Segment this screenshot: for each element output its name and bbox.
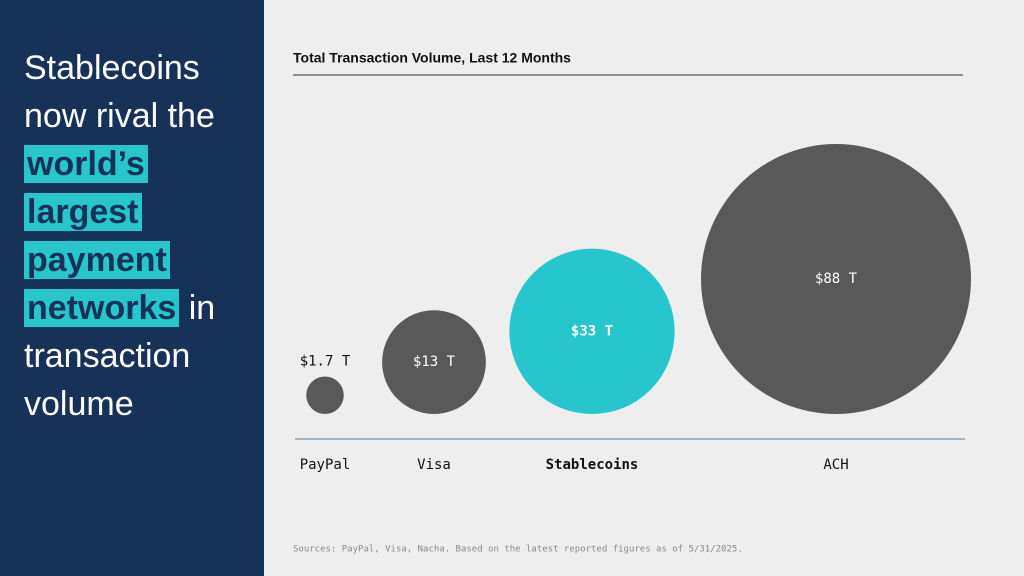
x-tick-label: ACH	[823, 457, 848, 473]
headline-highlight: world’s largest payment networks	[24, 145, 180, 327]
bubble	[509, 248, 675, 414]
x-tick-label: PayPal	[300, 457, 351, 473]
value-label: $13 T	[413, 354, 456, 370]
value-label: $1.7 T	[300, 353, 351, 369]
headline-text: Stablecoins now rival the	[24, 49, 215, 135]
side-panel: Stablecoins now rival the world’s larges…	[0, 0, 264, 576]
bubble	[701, 144, 971, 414]
x-tick-label: Visa	[417, 457, 451, 473]
x-tick-label: Stablecoins	[546, 457, 639, 473]
value-label: $88 T	[815, 271, 858, 287]
bubble	[382, 310, 486, 414]
value-label: $33 T	[571, 323, 613, 339]
headline-text: in transaction volume	[24, 289, 216, 423]
chart: Total Transaction Volume, Last 12 Months…	[293, 50, 971, 555]
source-note: Sources: PayPal, Visa, Nacha. Based on t…	[293, 545, 743, 555]
headline: Stablecoins now rival the world’s larges…	[24, 44, 256, 428]
chart-title: Total Transaction Volume, Last 12 Months	[293, 50, 571, 66]
bubble	[306, 376, 344, 414]
